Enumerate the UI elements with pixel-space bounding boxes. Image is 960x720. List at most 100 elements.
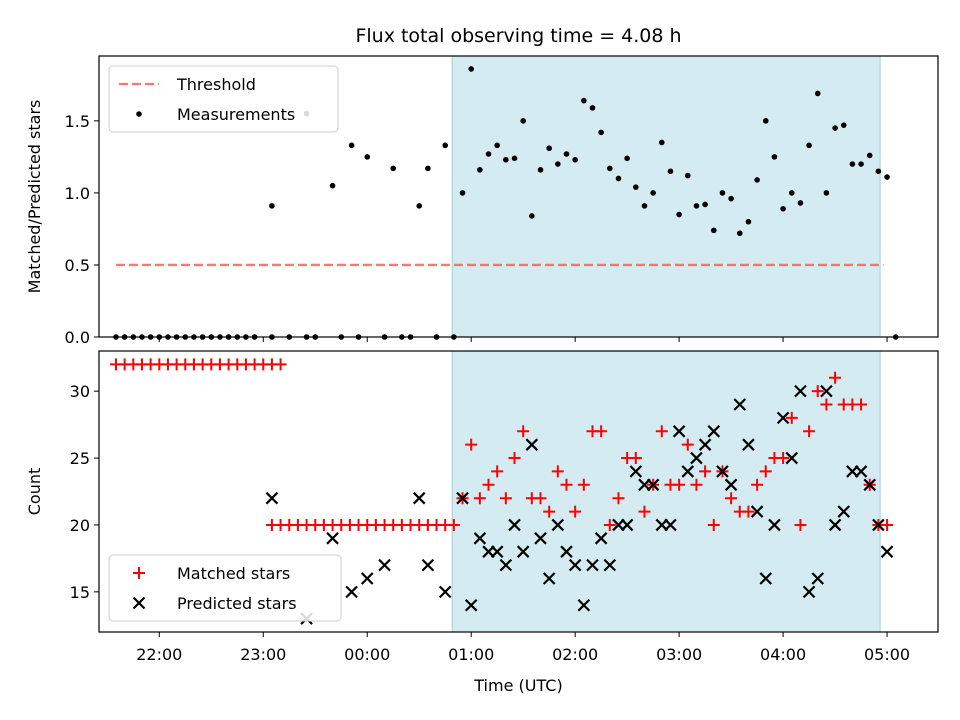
chart-title: Flux total observing time = 4.08 h (355, 25, 681, 47)
predicted-star-marker (456, 491, 469, 505)
predicted-star-marker (863, 478, 877, 492)
measurement-point (598, 129, 604, 136)
measurement-point (797, 200, 804, 206)
matched-star-marker (534, 492, 547, 505)
measurement-point (806, 142, 812, 149)
matched-star-marker (569, 505, 582, 518)
matched-star-marker (473, 492, 486, 505)
legend-label-matched: Matched stars (177, 564, 290, 583)
matched-star-marker (742, 505, 755, 518)
measurement-point (348, 142, 355, 149)
predicted-star-marker (811, 572, 825, 585)
measurement-point (589, 105, 596, 111)
measurement-point (485, 151, 492, 157)
measurement-point (468, 66, 474, 72)
matched-star-marker (707, 518, 720, 531)
measurement-point (710, 227, 717, 234)
predicted-star-marker (872, 518, 885, 532)
measurement-point (840, 122, 847, 128)
measurement-point (875, 168, 882, 175)
predicted-star-marker (603, 558, 617, 572)
predicted-star-marker (534, 532, 547, 545)
measurement-point (832, 125, 838, 131)
measurement-point (364, 154, 371, 160)
legend: Matched stars Predicted stars (108, 554, 342, 622)
matched-star-marker (638, 505, 651, 518)
predicted-star-marker (759, 572, 773, 585)
matched-star-marker (447, 518, 460, 531)
measurement-point (676, 211, 682, 218)
legend-label-threshold: Threshold (176, 75, 256, 94)
measurement-point (520, 118, 526, 124)
predicted-star-marker (854, 465, 868, 478)
legend-predicted-swatch (132, 596, 146, 610)
matched-star-marker (820, 398, 833, 411)
measurement-point (650, 190, 656, 196)
legend-matched-swatch (133, 567, 145, 579)
matched-star-marker (629, 452, 642, 465)
shaded-interval (451, 55, 881, 338)
x-tick-label: 01:00 (448, 645, 494, 664)
measurement-point (788, 190, 795, 196)
matched-star-marker (681, 438, 694, 451)
matched-star-marker (499, 492, 512, 505)
matched-star-marker (829, 371, 842, 384)
y-tick-label: 1.5 (65, 112, 90, 131)
predicted-star-marker (672, 425, 686, 438)
predicted-star-marker (568, 558, 582, 572)
measurement-point (494, 142, 500, 149)
measurement-point (658, 139, 665, 146)
matched-star-marker (482, 478, 495, 491)
legend-box (108, 554, 342, 622)
measurement-point (329, 182, 336, 189)
y-tick-label: 1.0 (65, 184, 90, 203)
measurement-point (615, 175, 622, 182)
x-tick-label: 00:00 (344, 645, 390, 664)
measurement-point (866, 152, 873, 159)
predicted-star-marker (265, 491, 279, 505)
matched-star-marker (655, 425, 668, 438)
matched-star-marker (560, 478, 573, 491)
panel-2: 15 20 25 30 Count 22:00 23:00 00:00 01:00 02:00 03… (25, 350, 939, 664)
measurement-point (572, 156, 578, 163)
x-tick-label: 04:00 (760, 645, 806, 664)
matched-star-marker (673, 478, 686, 491)
predicted-star-marker (326, 532, 339, 545)
measurement-point (762, 118, 769, 124)
measurement-point (693, 203, 700, 209)
predicted-star-marker (551, 518, 565, 532)
predicted-star-marker (742, 438, 755, 451)
matched-star-marker (517, 425, 530, 438)
y-axis-label: Matched/Predicted stars (25, 100, 44, 294)
matched-star-marker (491, 465, 504, 478)
measurement-point (555, 161, 561, 167)
matched-star-marker (777, 452, 790, 465)
predicted-star-marker (421, 558, 435, 572)
y-tick-label: 15 (70, 583, 90, 602)
series-predicted-stars (265, 384, 894, 625)
x-tick-label: 22:00 (136, 645, 182, 664)
predicted-star-marker (620, 518, 634, 532)
matched-star-marker (794, 518, 807, 531)
legend-box (108, 65, 339, 133)
predicted-star-marker (473, 532, 487, 545)
y-axis-label: Count (25, 468, 44, 516)
matched-star-marker (465, 438, 478, 451)
measurement-point (503, 156, 509, 163)
x-axis-label: Time (UTC) (473, 676, 562, 695)
predicted-star-marker (750, 505, 764, 518)
matched-star-marker (811, 385, 824, 398)
predicted-star-marker (560, 545, 573, 558)
matched-star-marker (751, 478, 764, 491)
measurement-point (858, 161, 864, 167)
predicted-star-marker (594, 532, 608, 545)
predicted-star-marker (733, 398, 747, 411)
predicted-star-marker (345, 585, 358, 599)
predicted-star-marker (586, 558, 599, 572)
measurement-point (849, 161, 856, 167)
matched-star-marker (855, 398, 868, 411)
x-tick-label: 23:00 (240, 645, 286, 664)
matched-star-marker (699, 465, 712, 478)
measurement-point (771, 154, 778, 160)
